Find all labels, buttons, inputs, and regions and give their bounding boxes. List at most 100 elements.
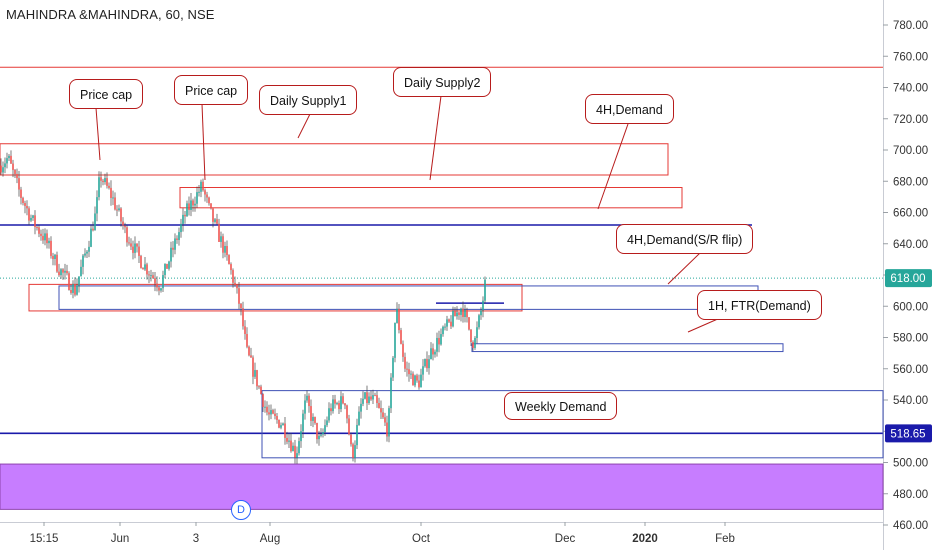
candle-body bbox=[38, 227, 40, 234]
candle-body bbox=[192, 200, 194, 206]
candle-body bbox=[204, 190, 206, 195]
candle-body bbox=[156, 283, 158, 288]
weekly-demand-zone bbox=[261, 390, 884, 459]
candle-body bbox=[50, 240, 52, 256]
candle-body bbox=[432, 348, 434, 355]
daily-supply1-pointer bbox=[297, 113, 311, 139]
candle-body bbox=[460, 308, 462, 315]
candle-body bbox=[180, 223, 182, 233]
y-tick-label: 680.00 bbox=[893, 176, 928, 188]
candle-body bbox=[58, 271, 60, 276]
candle-body bbox=[172, 247, 174, 250]
candle-body bbox=[476, 327, 478, 339]
candle-body bbox=[74, 284, 76, 295]
candle-body bbox=[198, 191, 200, 193]
candle-body bbox=[254, 370, 256, 377]
candle-body bbox=[384, 417, 386, 423]
candle-body bbox=[356, 424, 358, 446]
x-tick-label: Feb bbox=[715, 533, 735, 545]
candle-body bbox=[124, 225, 126, 228]
x-tick-label: Aug bbox=[260, 533, 280, 545]
candle-body bbox=[472, 341, 474, 349]
1h-ftr-demand-callout[interactable]: 1H, FTR(Demand) bbox=[697, 290, 822, 320]
candle-body bbox=[296, 453, 298, 458]
candle-body bbox=[44, 233, 46, 241]
y-tick-label: 720.00 bbox=[893, 114, 928, 126]
dividend-marker-icon[interactable]: D bbox=[231, 500, 251, 520]
candle-body bbox=[176, 238, 178, 240]
y-tick-label: 640.00 bbox=[893, 239, 928, 251]
candle-body bbox=[112, 197, 114, 199]
candle-body bbox=[218, 223, 220, 242]
candle-body bbox=[436, 337, 438, 352]
4h-demand-callout[interactable]: 4H,Demand bbox=[585, 94, 674, 124]
price-cap-2-callout[interactable]: Price cap bbox=[174, 75, 249, 105]
candle-body bbox=[390, 377, 392, 409]
candle-body bbox=[16, 173, 18, 179]
candle-body bbox=[424, 359, 426, 367]
candle-body bbox=[360, 403, 362, 412]
candle-body bbox=[76, 285, 78, 295]
candle-body bbox=[350, 434, 352, 445]
candle-body bbox=[416, 375, 418, 381]
candle-body bbox=[374, 395, 376, 397]
candle-body bbox=[104, 178, 106, 183]
candle-body bbox=[354, 445, 356, 458]
candle-body bbox=[244, 326, 246, 335]
candle-body bbox=[2, 167, 4, 173]
candle-body bbox=[64, 270, 66, 273]
candle-body bbox=[160, 288, 162, 291]
candle-body bbox=[250, 355, 252, 358]
candle-body bbox=[154, 278, 156, 284]
candle-body bbox=[170, 247, 172, 262]
candle-body bbox=[132, 246, 134, 253]
candle-body bbox=[312, 416, 314, 421]
candle-body bbox=[144, 264, 146, 270]
candle-body bbox=[446, 319, 448, 327]
x-tick-label: 3 bbox=[193, 533, 199, 545]
candle-body bbox=[164, 263, 166, 276]
candle-body bbox=[116, 209, 118, 211]
candle-body bbox=[440, 334, 442, 345]
candle-body bbox=[434, 351, 436, 355]
candle-body bbox=[294, 445, 296, 458]
candle-body bbox=[212, 208, 214, 222]
candle-body bbox=[290, 440, 292, 452]
candle-body bbox=[24, 203, 26, 206]
candle-body bbox=[464, 309, 466, 317]
4h-demand-sr-flip-callout[interactable]: 4H,Demand(S/R flip) bbox=[616, 224, 754, 254]
candle-body bbox=[340, 396, 342, 410]
weekly-demand-callout[interactable]: Weekly Demand bbox=[504, 392, 618, 420]
candle-body bbox=[458, 312, 460, 315]
candle-body bbox=[182, 214, 184, 224]
daily-supply1-callout[interactable]: Daily Supply1 bbox=[259, 85, 358, 115]
candle-body bbox=[310, 406, 312, 421]
candle-body bbox=[28, 208, 30, 221]
candle-body bbox=[22, 197, 24, 204]
daily-supply2-callout[interactable]: Daily Supply2 bbox=[393, 67, 492, 97]
candle-body bbox=[410, 373, 412, 375]
candle-body bbox=[298, 441, 300, 454]
candle-body bbox=[342, 396, 344, 404]
candle-body bbox=[30, 217, 32, 221]
candle-body bbox=[478, 315, 480, 328]
candle-body bbox=[146, 264, 148, 275]
candle-body bbox=[468, 317, 470, 330]
candle-body bbox=[90, 228, 92, 247]
candle-body bbox=[206, 194, 208, 198]
candle-body bbox=[190, 200, 192, 210]
candle-body bbox=[134, 243, 136, 253]
candle-body bbox=[234, 282, 236, 285]
candle-body bbox=[128, 242, 130, 244]
candle-body bbox=[380, 408, 382, 413]
price-cap-1-callout[interactable]: Price cap bbox=[69, 79, 144, 109]
candle-body bbox=[316, 422, 318, 440]
candle-body bbox=[332, 399, 334, 412]
price-cap-2-pointer bbox=[201, 103, 206, 181]
candle-body bbox=[122, 221, 124, 226]
candle-body bbox=[92, 228, 94, 231]
candle-body bbox=[230, 264, 232, 271]
candle-body bbox=[80, 266, 82, 277]
candle-body bbox=[326, 420, 328, 426]
